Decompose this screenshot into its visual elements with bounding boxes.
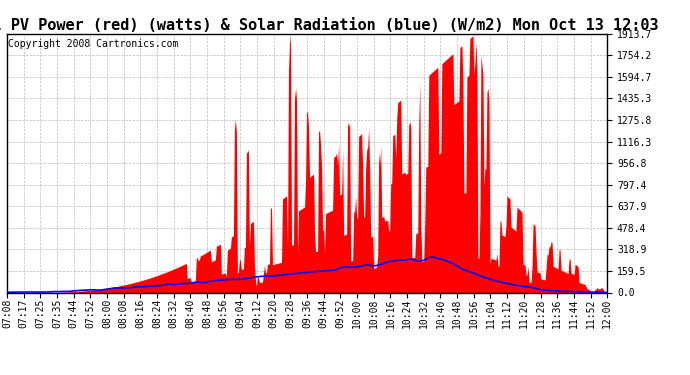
Title: Total PV Power (red) (watts) & Solar Radiation (blue) (W/m2) Mon Oct 13 12:03: Total PV Power (red) (watts) & Solar Rad… [0,18,658,33]
Text: Copyright 2008 Cartronics.com: Copyright 2008 Cartronics.com [8,39,179,49]
